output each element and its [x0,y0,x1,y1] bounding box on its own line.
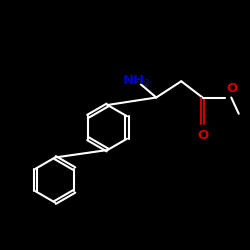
Text: NH$_2$: NH$_2$ [122,74,151,89]
Text: O: O [226,82,237,96]
Text: O: O [197,129,208,142]
